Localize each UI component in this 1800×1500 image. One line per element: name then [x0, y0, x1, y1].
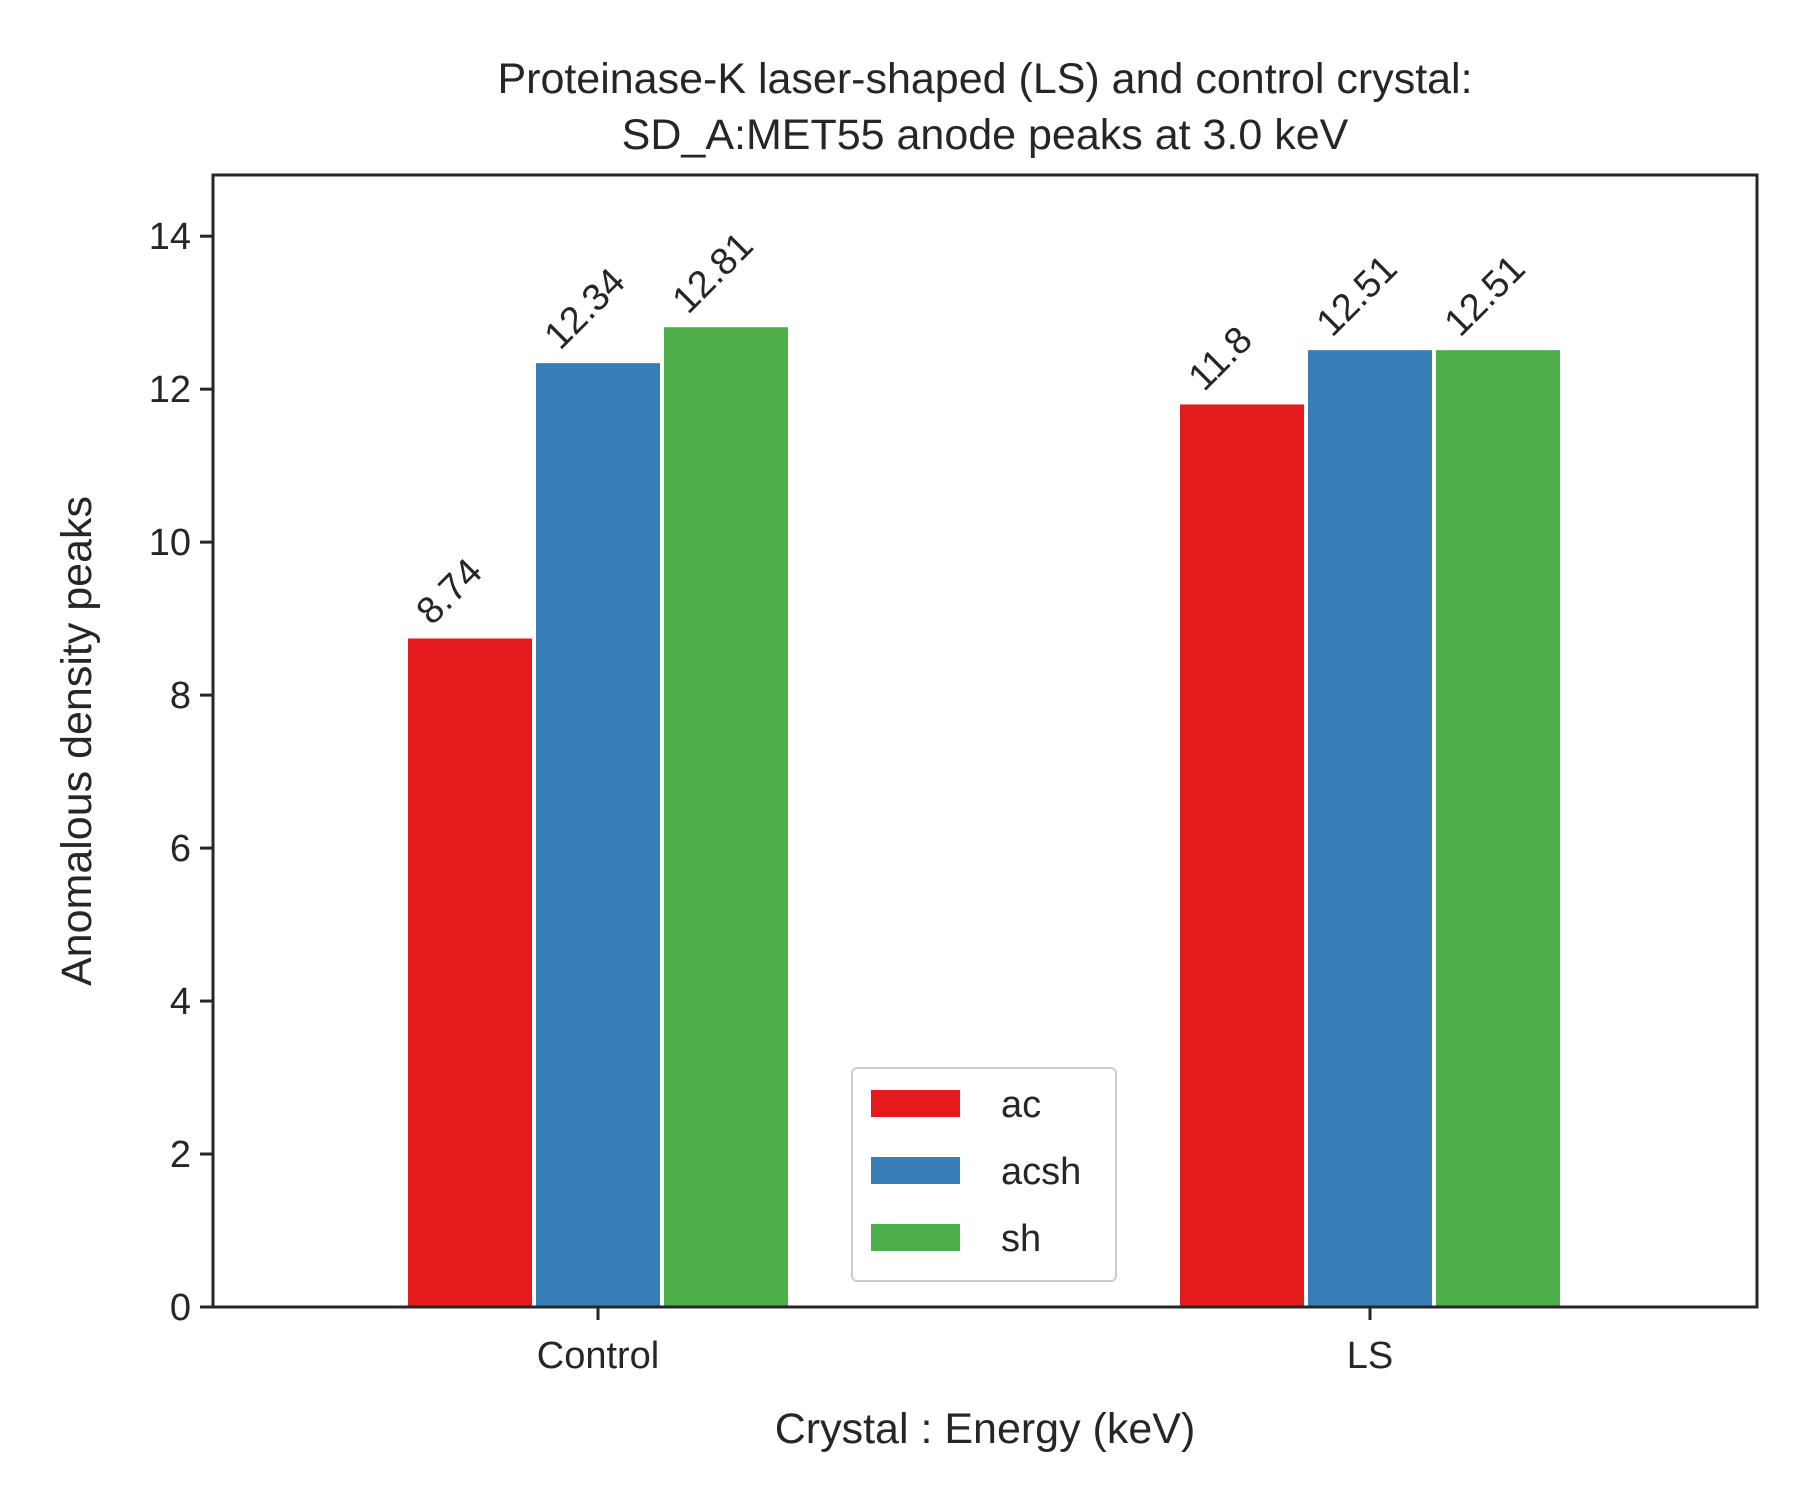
bar-sh-ls — [1436, 350, 1560, 1307]
legend-swatch-acsh — [871, 1157, 960, 1184]
bars-layer — [408, 327, 1560, 1308]
chart-subtitle: SD_A:MET55 anode peaks at 3.0 keV — [622, 111, 1349, 159]
bar-acsh-ls — [1308, 350, 1432, 1307]
bar-label-ac-control: 8.74 — [409, 551, 491, 633]
bar-label-sh-control: 12.81 — [665, 225, 762, 322]
plot-frame — [211, 173, 1759, 1309]
y-tick-label: 6 — [170, 828, 191, 870]
legend-label-acsh: acsh — [1001, 1151, 1081, 1193]
bar-label-acsh-ls: 12.51 — [1309, 248, 1406, 345]
y-tick-label: 8 — [170, 675, 191, 717]
y-tick-label: 2 — [170, 1134, 191, 1176]
bar-ac-ls — [1180, 404, 1304, 1307]
x-tick-label-ls: LS — [1347, 1335, 1393, 1377]
x-axis-ticks: Control LS — [537, 1307, 1393, 1377]
legend-label-sh: sh — [1001, 1218, 1041, 1260]
bar-acsh-control — [536, 363, 660, 1308]
legend-swatch-ac — [871, 1090, 960, 1117]
y-tick-label: 0 — [170, 1287, 191, 1329]
y-tick-label: 4 — [170, 981, 191, 1023]
bar-ac-control — [408, 638, 532, 1307]
bar-label-ac-ls: 11.8 — [1181, 319, 1261, 399]
y-tick-label: 10 — [149, 522, 191, 564]
y-tick-label: 12 — [149, 369, 191, 411]
y-tick-label: 14 — [149, 216, 191, 258]
bar-label-acsh-control: 12.34 — [537, 261, 634, 358]
legend-label-ac: ac — [1001, 1084, 1041, 1126]
legend-items: ac acsh sh — [871, 1084, 1081, 1260]
legend: ac acsh sh — [851, 1067, 1117, 1282]
chart-title: Proteinase-K laser-shaped (LS) and contr… — [497, 55, 1472, 103]
bar-label-sh-ls: 12.51 — [1437, 248, 1534, 345]
legend-swatch-sh — [871, 1224, 960, 1251]
x-axis-label: Crystal : Energy (keV) — [775, 1405, 1196, 1453]
x-tick-label-control: Control — [537, 1335, 660, 1377]
bar-sh-control — [664, 327, 788, 1307]
y-axis-ticks: 0 2 4 6 8 10 12 14 — [149, 216, 213, 1329]
y-axis-label: Anomalous density peaks — [53, 496, 101, 986]
